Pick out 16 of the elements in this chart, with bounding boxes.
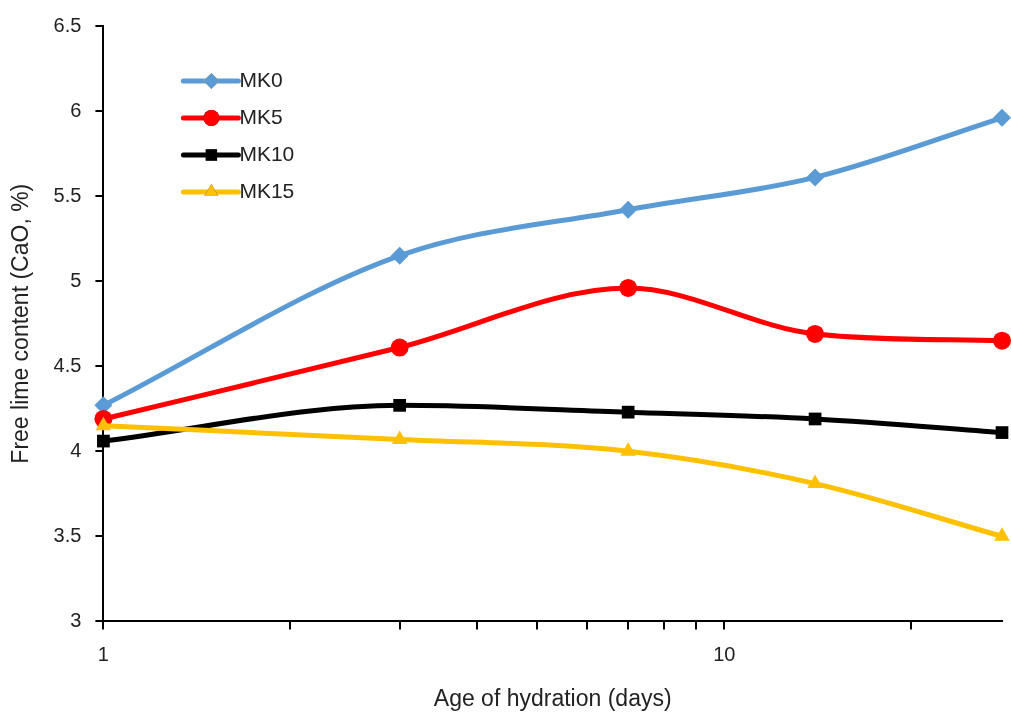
y-tick-label: 4.5 <box>53 353 82 376</box>
x-axis-title: Age of hydration (days) <box>433 684 672 711</box>
legend-label: MK5 <box>239 104 283 128</box>
x-tick-label: 10 <box>713 642 736 665</box>
y-tick-label: 5.5 <box>53 183 82 206</box>
y-tick-label: 6 <box>70 98 82 121</box>
legend-label: MK15 <box>239 178 295 202</box>
x-tick-label: 1 <box>97 642 109 665</box>
y-tick-label: 3.5 <box>53 523 82 546</box>
y-tick-label: 4 <box>70 438 82 461</box>
y-tick-label: 5 <box>70 268 82 291</box>
legend-label: MK0 <box>239 67 283 91</box>
y-axis-title: Free lime content (CaO, %) <box>7 183 34 464</box>
y-tick-label: 3 <box>70 608 82 631</box>
legend-label: MK10 <box>239 141 295 165</box>
y-tick-label: 6.5 <box>53 13 82 36</box>
